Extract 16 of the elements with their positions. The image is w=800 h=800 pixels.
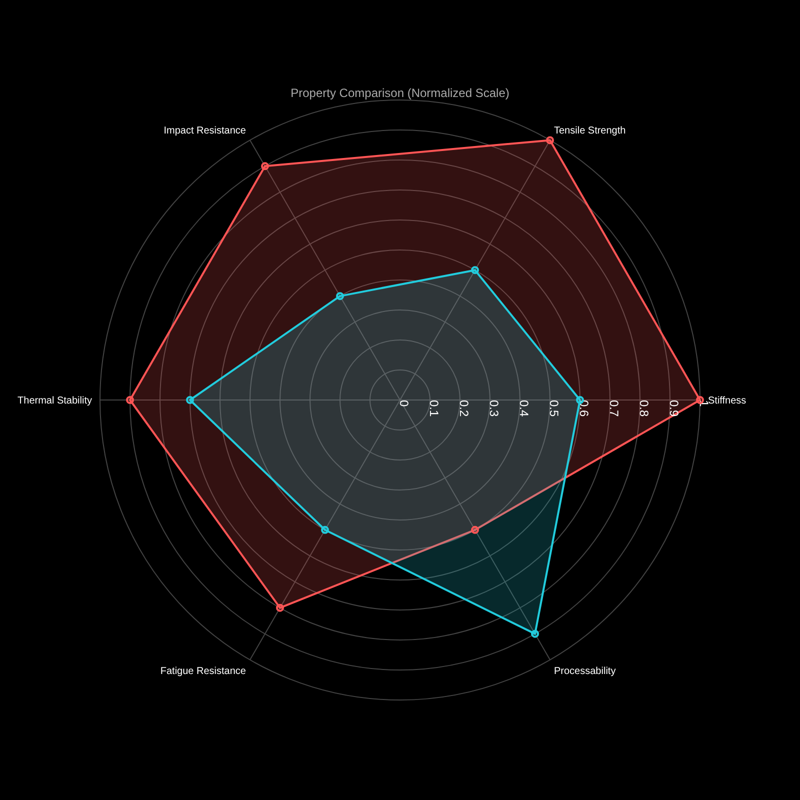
y-tick-label: 0.7 bbox=[607, 400, 621, 418]
y-tick-label: 0 bbox=[397, 400, 411, 407]
spoke-label: Thermal Stability bbox=[18, 396, 92, 407]
y-tick-label: 0.3 bbox=[487, 400, 501, 418]
chart-title: Property Comparison (Normalized Scale) bbox=[290, 86, 510, 100]
spoke-label: Stiffness bbox=[708, 396, 746, 407]
y-tick-label: 0.8 bbox=[637, 400, 651, 418]
y-tick-label: 0.5 bbox=[547, 400, 561, 418]
spoke-label: Processability bbox=[554, 666, 616, 677]
y-tick-label: 0.1 bbox=[427, 400, 441, 418]
y-tick-label: 0.2 bbox=[457, 400, 471, 418]
y-tick-label: 0.9 bbox=[667, 400, 681, 418]
spoke-label: Impact Resistance bbox=[164, 125, 246, 136]
spoke-label: Fatigue Resistance bbox=[160, 666, 246, 677]
spoke-label: Tensile Strength bbox=[554, 125, 626, 136]
y-tick-label: 0.4 bbox=[517, 400, 531, 418]
